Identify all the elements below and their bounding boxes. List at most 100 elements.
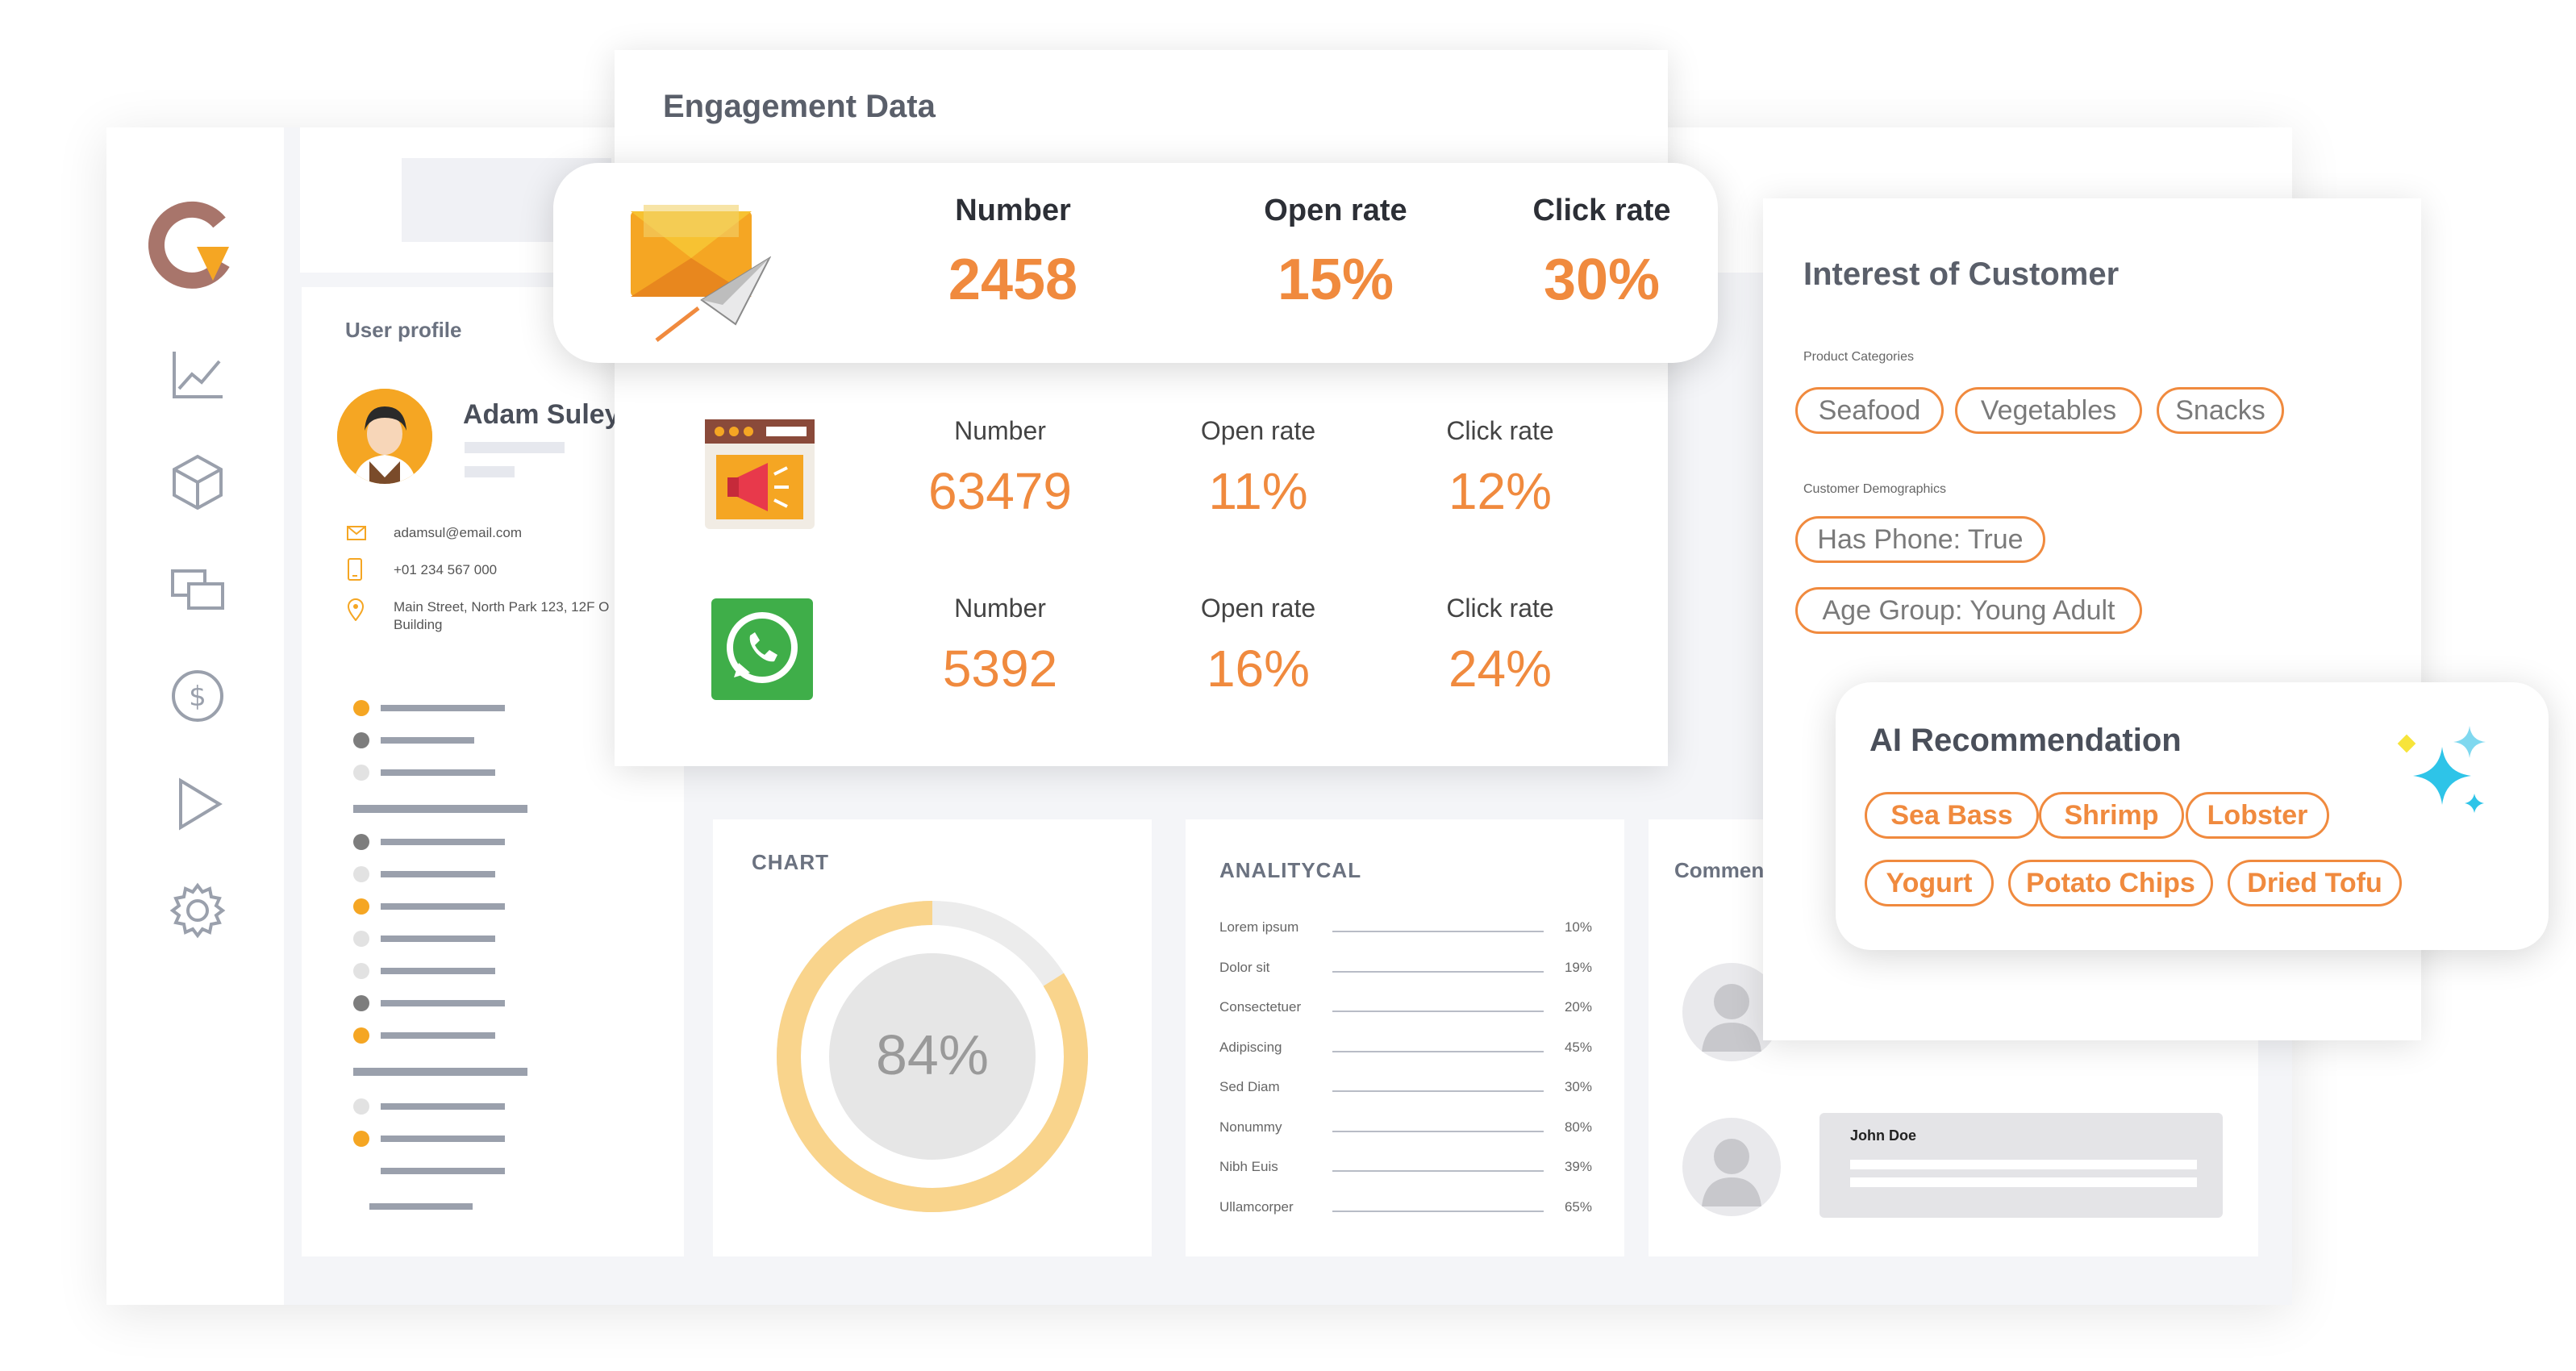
whatsapp-click-rate-value: 24%: [1448, 640, 1553, 698]
whatsapp-open-rate-label: Open rate: [1200, 594, 1316, 623]
interest-title: Interest of Customer: [1803, 256, 2120, 292]
ai-chip[interactable]: Yogurt: [1865, 860, 1994, 906]
analytical-row: Lorem ipsum 10%: [1219, 919, 1592, 939]
category-chip[interactable]: Seafood: [1795, 387, 1944, 434]
list-divider: [353, 1068, 527, 1076]
analytical-row-label: Adipiscing: [1219, 1039, 1282, 1055]
sidebar: $: [106, 127, 284, 1305]
analytical-row: Nibh Euis 39%: [1219, 1159, 1592, 1178]
list-bullet: [353, 1131, 369, 1147]
analytical-row-line: [1332, 1090, 1544, 1092]
engagement-title: Engagement Data: [663, 89, 936, 124]
whatsapp-number-value: 5392: [942, 640, 1058, 698]
whatsapp-number-label: Number: [954, 594, 1046, 623]
location-pin-icon: [347, 598, 365, 621]
analytical-row-label: Sed Diam: [1219, 1079, 1280, 1094]
analytical-row-value: 20%: [1564, 999, 1592, 1015]
ai-chip[interactable]: Sea Bass: [1865, 792, 2039, 839]
screens-icon[interactable]: [169, 561, 226, 618]
profile-email[interactable]: adamsul@email.com: [394, 525, 522, 540]
email-open-rate-label: Open rate: [1264, 194, 1407, 227]
placeholder-bar: [465, 466, 515, 477]
analytical-row: Consectetuer 20%: [1219, 999, 1592, 1019]
email-open-rate-value: 15%: [1277, 248, 1394, 312]
list-bullet: [353, 834, 369, 850]
email-number-label: Number: [955, 194, 1071, 227]
list-line: [381, 1168, 505, 1174]
donut-value-arc: [777, 901, 1088, 1212]
analytical-row-label: Nonummy: [1219, 1119, 1282, 1135]
user-silhouette-icon: [1702, 1139, 1761, 1206]
comment-text-line: [1850, 1160, 2197, 1169]
comment-avatar: [1682, 1118, 1781, 1216]
analytical-row-line: [1332, 1170, 1544, 1172]
list-line: [381, 1136, 505, 1142]
cube-icon[interactable]: [169, 453, 226, 510]
list-line: [381, 1103, 505, 1110]
ai-chip[interactable]: Potato Chips: [2008, 860, 2213, 906]
list-bullet: [353, 898, 369, 915]
play-icon[interactable]: [169, 776, 226, 832]
list-bullet: [353, 765, 369, 781]
analytical-row-label: Lorem ipsum: [1219, 919, 1299, 935]
user-avatar-icon: [337, 389, 432, 484]
analytical-row: Dolor sit 19%: [1219, 960, 1592, 979]
phone-icon: [348, 558, 362, 581]
donut-percent-label: 84%: [876, 1023, 989, 1086]
web-click-rate-value: 12%: [1448, 462, 1553, 520]
list-line: [381, 705, 505, 711]
analytical-row: Adipiscing 45%: [1219, 1040, 1592, 1059]
demographic-chip[interactable]: Has Phone: True: [1795, 516, 2045, 563]
list-line: [381, 769, 495, 776]
analytical-row: Ullamcorper 65%: [1219, 1199, 1592, 1219]
category-chip[interactable]: Snacks: [2157, 387, 2284, 434]
whatsapp-open-rate-value: 16%: [1206, 640, 1311, 698]
analytical-row-label: Nibh Euis: [1219, 1159, 1278, 1174]
email-click-rate-value: 30%: [1543, 248, 1661, 312]
comment-bubble: John Doe: [1819, 1113, 2223, 1218]
profile-address-line2: Building: [394, 617, 443, 632]
email-send-icon: [631, 205, 771, 342]
list-line: [381, 737, 474, 744]
email-stats-row[interactable]: Number 2458 Open rate 15% Click rate 30%: [553, 163, 1718, 363]
profile-phone: +01 234 567 000: [394, 562, 498, 577]
dollar-icon[interactable]: $: [169, 668, 226, 724]
list-bullet: [353, 1027, 369, 1044]
sparkle-icon: [2397, 726, 2486, 813]
analytical-row-label: Consectetuer: [1219, 999, 1302, 1015]
category-chip[interactable]: Vegetables: [1955, 387, 2142, 434]
list-line: [369, 1203, 473, 1210]
gear-icon[interactable]: [169, 882, 226, 939]
list-line: [381, 1000, 505, 1006]
list-bullet: [353, 700, 369, 716]
list-bullet: [353, 963, 369, 979]
ai-title: AI Recommendation: [1869, 723, 2182, 758]
comment-author: John Doe: [1850, 1127, 1917, 1144]
ai-chip[interactable]: Dried Tofu: [2228, 860, 2402, 906]
app-logo-icon[interactable]: [148, 200, 237, 289]
placeholder-bar: [465, 442, 565, 453]
analytical-row-value: 65%: [1564, 1198, 1592, 1215]
analytical-row-line: [1332, 1210, 1544, 1212]
web-click-rate-label: Click rate: [1446, 416, 1554, 445]
user-silhouette-icon: [1702, 984, 1761, 1052]
ai-chip[interactable]: Shrimp: [2039, 792, 2184, 839]
list-divider: [353, 805, 527, 813]
ai-chip[interactable]: Lobster: [2186, 792, 2329, 839]
analytics-chart-icon[interactable]: [169, 347, 226, 403]
list-bullet: [353, 732, 369, 748]
email-number-value: 2458: [948, 248, 1078, 312]
profile-title: User profile: [345, 318, 462, 342]
demographic-chip[interactable]: Age Group: Young Adult: [1795, 587, 2142, 634]
product-categories-label: Product Categories: [1803, 350, 1914, 364]
analytical-row-line: [1332, 1011, 1544, 1012]
list-bullet: [353, 1098, 369, 1115]
analytical-row-line: [1332, 931, 1544, 932]
list-line: [381, 839, 505, 845]
web-number-label: Number: [954, 416, 1046, 445]
analytical-row-value: 19%: [1564, 959, 1592, 975]
profile-address-line1: Main Street, North Park 123, 12F O: [394, 599, 610, 615]
analytical-title: ANALITYCAL: [1219, 858, 1362, 882]
analytical-row: Sed Diam 30%: [1219, 1079, 1592, 1098]
web-number-value: 63479: [928, 462, 1072, 520]
